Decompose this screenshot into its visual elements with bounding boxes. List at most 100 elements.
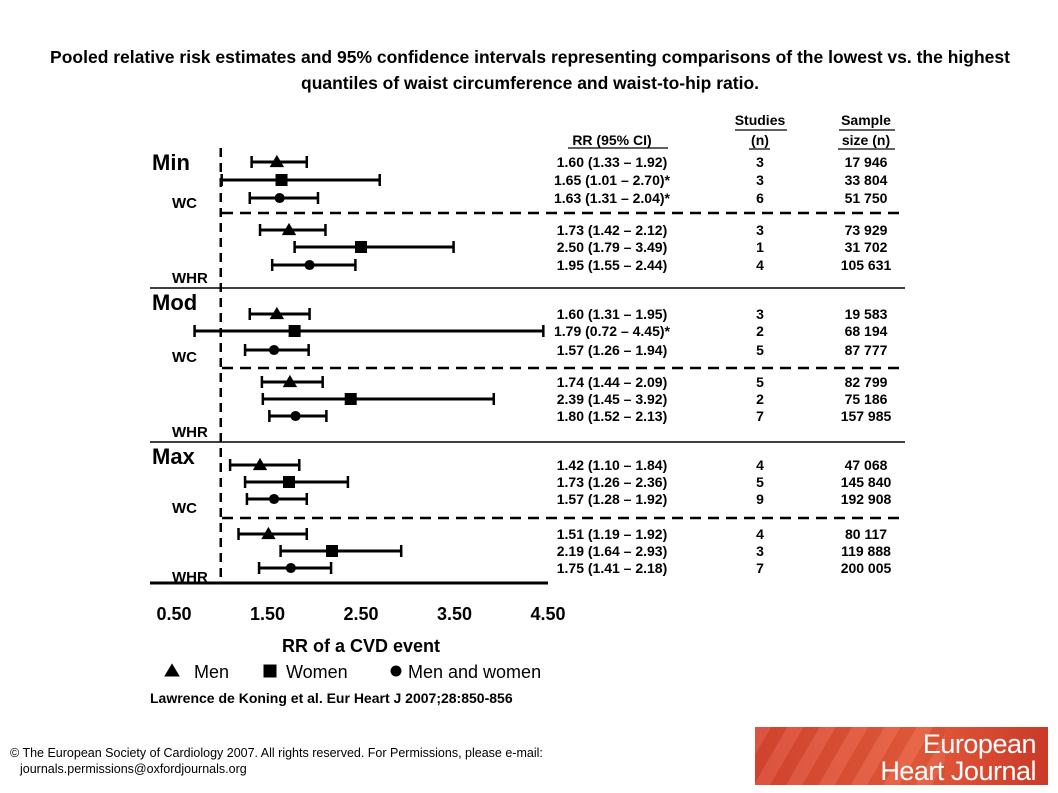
sample-size: 192 908: [841, 491, 892, 507]
sample-size: 200 005: [841, 560, 892, 576]
rr-ci-text: 1.80 (1.52 – 2.13): [557, 408, 668, 424]
studies-count: 1: [756, 239, 764, 255]
point-estimate-triangle: [269, 306, 285, 320]
point-estimate-triangle: [252, 457, 268, 471]
rr-ci-text: 2.50 (1.79 – 3.49): [557, 239, 668, 255]
studies-count: 2: [756, 391, 764, 407]
point-estimate-circle: [269, 493, 280, 505]
studies-count: 6: [756, 190, 764, 206]
header-studies-sub: (n): [751, 132, 769, 148]
rr-ci-text: 1.42 (1.10 – 1.84): [557, 457, 668, 473]
forest-plot: Studies (n) Sample size (n) RR (95% CI) Min WC…: [150, 112, 905, 682]
point-estimate-square: [344, 393, 357, 405]
sample-size: 75 186: [845, 391, 888, 407]
sample-size: 33 804: [845, 172, 888, 188]
studies-count: 3: [756, 543, 764, 559]
rr-ci-text: 1.57 (1.26 – 1.94): [557, 342, 668, 358]
logo-pattern: [755, 727, 945, 785]
rr-ci-text: 1.63 (1.31 – 2.04)*: [554, 190, 671, 206]
studies-count: 2: [756, 323, 764, 339]
copyright-line-1: © The European Society of Cardiology 200…: [10, 746, 543, 760]
sample-size: 73 929: [845, 222, 888, 238]
studies-count: 3: [756, 306, 764, 322]
header-rr: RR (95% CI): [572, 132, 651, 148]
rr-ci-text: 1.79 (0.72 – 4.45)*: [554, 323, 671, 339]
point-estimate-triangle: [261, 526, 276, 540]
sample-size: 145 840: [841, 474, 892, 490]
rr-ci-text: 1.60 (1.33 – 1.92): [557, 154, 668, 170]
point-estimate-square: [275, 174, 288, 186]
header-sample: Sample: [841, 112, 891, 128]
legend-label: Women: [286, 662, 348, 682]
rr-ci-text: 1.57 (1.28 – 1.92): [557, 491, 668, 507]
studies-count: 4: [756, 526, 764, 542]
sample-size: 80 117: [845, 526, 887, 542]
rr-ci-text: 1.95 (1.55 – 2.44): [557, 257, 668, 273]
point-estimate-circle: [285, 562, 296, 574]
sample-size: 87 777: [845, 342, 888, 358]
group-label: Max: [152, 444, 196, 469]
x-tick-label: 1.50: [250, 604, 285, 624]
sample-size: 17 946: [845, 154, 888, 170]
header-studies: Studies: [735, 112, 786, 128]
subgroup-label: WC: [172, 195, 197, 212]
legend-label: Men and women: [408, 662, 541, 682]
point-estimate-triangle: [281, 222, 297, 236]
studies-count: 7: [756, 408, 764, 424]
sample-size: 105 631: [841, 257, 892, 273]
point-estimate-square: [355, 241, 367, 253]
sample-size: 31 702: [845, 239, 888, 255]
legend-marker-triangle: [164, 663, 180, 677]
studies-count: 7: [756, 560, 764, 576]
legend-marker-circle: [390, 665, 402, 677]
rr-ci-text: 1.74 (1.44 – 2.09): [557, 374, 668, 390]
journal-logo: European Heart Journal: [755, 727, 1048, 785]
point-estimate-triangle: [269, 154, 285, 168]
rr-ci-text: 1.60 (1.31 – 1.95): [557, 306, 668, 322]
sample-size: 51 750: [845, 190, 888, 206]
rr-ci-text: 1.73 (1.26 – 2.36): [557, 474, 668, 490]
studies-count: 5: [756, 342, 764, 358]
subgroup-label: WC: [172, 500, 197, 517]
point-estimate-triangle: [282, 374, 298, 388]
rr-ci-text: 1.73 (1.42 – 2.12): [557, 222, 668, 238]
logo-text-line-1: European: [922, 729, 1037, 759]
logo-text-line-2: Heart Journal: [880, 756, 1036, 785]
subgroup-label: WHR: [172, 270, 208, 287]
citation: Lawrence de Koning et al. Eur Heart J 20…: [150, 690, 513, 706]
header-sample-sub: size (n): [842, 132, 890, 148]
sample-size: 47 068: [845, 457, 888, 473]
x-axis-label: RR of a CVD event: [282, 636, 440, 656]
point-estimate-circle: [269, 344, 280, 356]
studies-count: 5: [756, 374, 764, 390]
studies-count: 5: [756, 474, 764, 490]
copyright-line-2: journals.permissions@oxfordjournals.org: [20, 762, 247, 776]
rr-ci-text: 1.65 (1.01 – 2.70)*: [554, 172, 671, 188]
chart-title: Pooled relative risk estimates and 95% c…: [50, 47, 1010, 93]
studies-count: 3: [756, 172, 764, 188]
legend-marker-square: [263, 664, 277, 678]
point-estimate-circle: [304, 259, 315, 271]
rr-ci-text: 2.19 (1.64 – 2.93): [557, 543, 668, 559]
group-label: Mod: [152, 290, 197, 315]
subgroup-label: WHR: [172, 424, 208, 441]
group-label: Min: [152, 150, 190, 175]
rr-ci-text: 2.39 (1.45 – 3.92): [557, 391, 668, 407]
studies-count: 3: [756, 154, 764, 170]
x-tick-label: 2.50: [343, 604, 378, 624]
sample-size: 68 194: [845, 323, 888, 339]
sample-size: 82 799: [845, 374, 888, 390]
point-estimate-circle: [290, 410, 301, 422]
x-tick-label: 3.50: [437, 604, 472, 624]
copyright-notice: © The European Society of Cardiology 200…: [10, 745, 543, 777]
point-estimate-circle: [274, 192, 285, 204]
x-tick-label: 4.50: [530, 604, 565, 624]
point-estimate-square: [288, 325, 301, 337]
rr-ci-text: 1.51 (1.19 – 1.92): [557, 526, 668, 542]
x-tick-label: 0.50: [156, 604, 191, 624]
rr-ci-text: 1.75 (1.41 – 2.18): [557, 560, 668, 576]
legend-label: Men: [194, 662, 229, 682]
sample-size: 157 985: [841, 408, 892, 424]
studies-count: 9: [756, 491, 764, 507]
sample-size: 19 583: [845, 306, 888, 322]
